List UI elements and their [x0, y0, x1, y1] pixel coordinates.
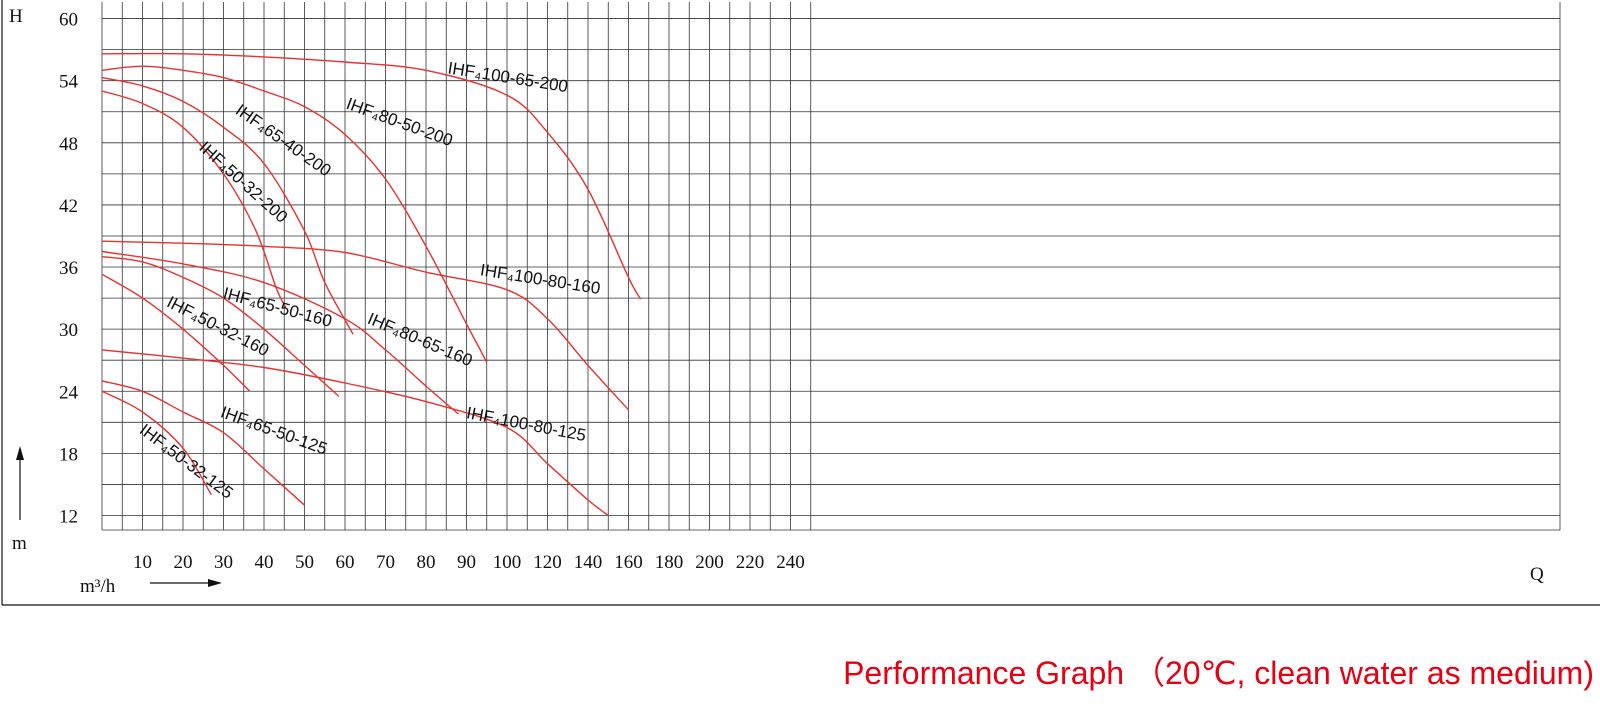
curve-line	[101, 240, 630, 411]
x-tick-label: 240	[776, 552, 805, 573]
curve-line	[101, 76, 354, 335]
curve-line	[101, 65, 488, 363]
x-tick-label: 100	[493, 552, 522, 573]
performance-curves	[101, 52, 642, 517]
curve-line	[101, 390, 212, 496]
y-tick-label: 42	[59, 196, 78, 217]
curve-line	[101, 349, 609, 517]
x-tick-label: 70	[376, 552, 395, 573]
curve-label: IHF₄80-65-160	[365, 309, 475, 370]
curve-line	[101, 256, 340, 397]
curve-label: IHF₄80-50-200	[344, 94, 456, 150]
x-tick-label: 120	[533, 552, 562, 573]
x-tick-label: 200	[695, 552, 724, 573]
x-tick-label: 50	[295, 552, 314, 573]
x-tick-label: 60	[336, 552, 355, 573]
x-tick-label: 20	[174, 552, 193, 573]
y-tick-label: 12	[59, 507, 78, 528]
y-tick-label: 54	[59, 72, 79, 93]
x-tick-label: 10	[133, 552, 152, 573]
curve-labels: IHF₄100-65-200IHF₄80-50-200IHF₄65-40-200…	[136, 58, 602, 502]
curve-label: IHF₄100-65-200	[446, 58, 569, 96]
y-tick-labels: 12 18 24 30 36 42 48 54 60	[59, 10, 79, 528]
x-tick-label: 30	[214, 552, 233, 573]
curve-label: IHF₄65-50-125	[218, 403, 330, 459]
x-tick-label: 180	[655, 552, 684, 573]
y-tick-label: 18	[59, 444, 78, 465]
y-tick-label: 24	[59, 382, 79, 403]
up-arrow-icon	[16, 446, 24, 460]
x-tick-label: 220	[736, 552, 765, 573]
y-tick-label: 36	[59, 258, 78, 279]
x-tick-label: 90	[457, 552, 476, 573]
y-axis-label: H	[9, 6, 23, 27]
curve-label: IHF₄50-32-125	[136, 420, 237, 502]
curve-label: IHF₄100-80-125	[465, 403, 588, 445]
x-tick-label: 160	[614, 552, 643, 573]
curve-line	[101, 90, 287, 309]
x-axis-label: Q	[1530, 564, 1544, 585]
curve-line	[101, 273, 251, 392]
curve-line	[101, 250, 459, 415]
y-unit-label: m	[12, 533, 27, 554]
x-tick-label: 40	[255, 552, 274, 573]
x-tick-label: 80	[417, 552, 436, 573]
curve-label: IHF₄65-40-200	[232, 101, 335, 181]
curve-line	[101, 380, 305, 506]
curve-label: IHF₄100-80-160	[479, 260, 602, 298]
x-unit-label: m³/h	[80, 576, 116, 597]
x-tick-labels: 10 20 30 40 50 60 70 80 90 100 120 140 160 180 200 220 2…	[133, 552, 805, 573]
y-tick-label: 60	[59, 10, 78, 31]
graph-caption: Performance Graph （20℃, clean water as m…	[843, 655, 1594, 691]
y-tick-label: 30	[59, 320, 78, 341]
right-arrow-icon	[208, 579, 222, 587]
curve-line	[101, 52, 642, 300]
x-tick-label: 140	[574, 552, 603, 573]
y-tick-label: 48	[59, 134, 78, 155]
chart-grid	[101, 2, 1561, 531]
